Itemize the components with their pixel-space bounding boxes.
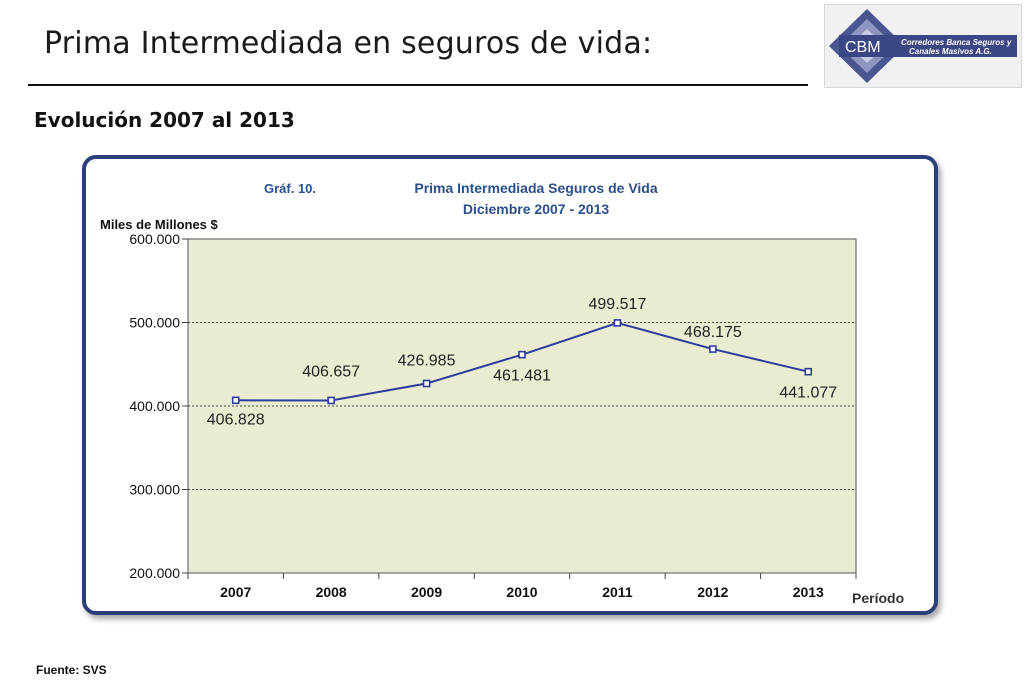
data-point: [422, 379, 431, 388]
slide-title: Prima Intermediada en seguros de vida:: [44, 26, 653, 61]
x-tick-label: 2012: [697, 584, 728, 600]
data-point: [804, 367, 813, 376]
title-divider: [28, 84, 808, 86]
data-point: [709, 345, 717, 353]
chart-subtitle: Diciembre 2007 - 2013: [463, 201, 610, 217]
y-tick-label: 600.000: [129, 231, 180, 247]
logo-tagline-2: Canales Masivos A.G.: [909, 47, 992, 56]
y-tick-label: 300.000: [129, 482, 180, 498]
slide-subtitle: Evolución 2007 al 2013: [34, 108, 295, 132]
x-tick-label: 2010: [506, 584, 537, 600]
data-label: 441.077: [779, 385, 837, 402]
data-label: 406.828: [207, 411, 265, 428]
data-point: [613, 319, 622, 327]
x-tick-label: 2007: [220, 584, 251, 600]
data-point: [327, 396, 335, 405]
data-point: [231, 396, 240, 405]
x-axis-label: Período: [852, 590, 904, 606]
x-tick-label: 2011: [602, 584, 633, 600]
y-axis-label: Miles de Millones $: [100, 217, 219, 232]
cbm-logo-graphic: CBM Corredores Banca Seguros y Canales M…: [829, 9, 1017, 83]
data-point: [518, 350, 526, 359]
data-label: 499.517: [589, 296, 647, 313]
data-label: 406.657: [302, 363, 360, 380]
logo-tagline-1: Corredores Banca Seguros y: [901, 38, 1012, 47]
logo-text: CBM: [845, 39, 881, 56]
y-tick-label: 500.000: [129, 315, 180, 331]
data-label: 461.481: [493, 368, 551, 385]
source-note: Fuente: SVS: [36, 663, 107, 677]
x-tick-label: 2013: [793, 584, 824, 600]
x-tick-label: 2008: [316, 584, 347, 600]
data-label: 426.985: [398, 352, 456, 369]
data-label: 468.175: [684, 324, 742, 341]
chart-title: Prima Intermediada Seguros de Vida: [414, 180, 657, 196]
line-chart: 200.000 300.000 400.000 500.000 600.000 2007 2…: [100, 180, 904, 606]
chart-figure-label: Gráf. 10.: [264, 181, 316, 196]
chart-frame: 200.000 300.000 400.000 500.000 600.000 2007 2…: [82, 155, 938, 615]
y-tick-label: 400.000: [129, 398, 180, 414]
x-tick-label: 2009: [411, 584, 442, 600]
y-tick-label: 200.000: [129, 565, 180, 581]
cbm-logo: CBM Corredores Banca Seguros y Canales M…: [824, 4, 1022, 88]
